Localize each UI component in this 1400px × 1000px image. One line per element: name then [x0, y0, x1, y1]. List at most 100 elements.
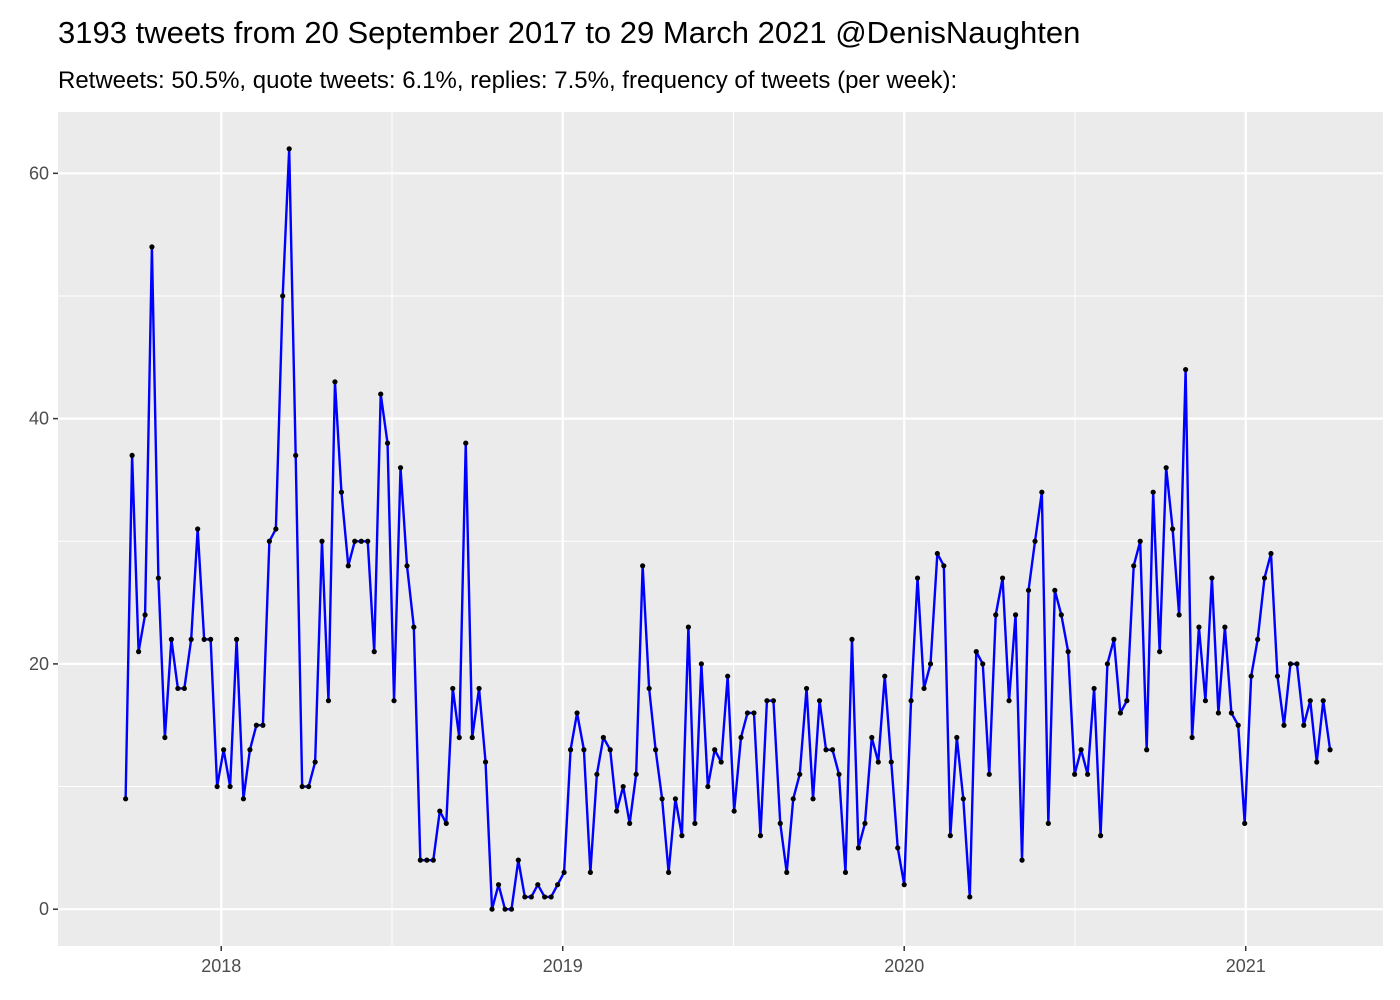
data-point	[653, 747, 659, 753]
data-point	[240, 796, 247, 802]
data-point	[665, 869, 672, 876]
data-point	[685, 624, 691, 630]
data-point	[266, 538, 272, 544]
data-point	[731, 808, 737, 814]
data-point	[679, 833, 685, 839]
data-point	[522, 894, 528, 900]
data-point	[914, 575, 921, 581]
data-point	[993, 612, 999, 618]
data-point	[201, 636, 207, 642]
data-point	[417, 857, 423, 863]
data-point	[1327, 747, 1333, 753]
chart-title: 3193 tweets from 20 September 2017 to 29…	[58, 15, 1080, 50]
data-point	[168, 636, 174, 642]
data-point	[378, 391, 384, 397]
data-point	[954, 734, 960, 741]
data-point	[947, 833, 953, 839]
data-point	[718, 759, 724, 765]
data-point	[587, 869, 593, 876]
data-point	[1072, 771, 1078, 777]
data-point	[738, 734, 744, 741]
data-point	[633, 771, 639, 777]
data-point	[784, 869, 790, 876]
data-point	[535, 882, 541, 888]
data-point	[1157, 649, 1163, 655]
data-point	[803, 685, 810, 692]
data-point	[744, 710, 751, 716]
data-point	[1117, 710, 1123, 716]
data-point	[181, 685, 187, 692]
data-point	[908, 698, 914, 704]
data-point	[999, 575, 1006, 581]
data-point	[542, 894, 548, 900]
data-point	[561, 869, 567, 876]
data-point	[1058, 612, 1064, 618]
data-point	[476, 685, 482, 692]
data-point	[371, 649, 377, 655]
data-point	[352, 538, 358, 544]
data-point	[555, 882, 561, 888]
data-point	[640, 563, 646, 569]
data-point	[411, 624, 417, 630]
data-point	[1209, 575, 1215, 581]
data-point	[672, 796, 679, 802]
data-point	[293, 452, 299, 459]
data-point	[299, 783, 305, 790]
data-point	[1215, 710, 1221, 716]
data-point	[607, 747, 613, 753]
data-point	[567, 747, 574, 753]
data-point	[1320, 698, 1326, 704]
data-point	[901, 882, 907, 888]
data-point	[1150, 489, 1156, 495]
data-point	[1065, 649, 1071, 655]
data-point	[823, 747, 829, 753]
data-point	[1274, 673, 1281, 679]
data-point	[129, 452, 135, 459]
data-point	[195, 526, 201, 532]
data-point	[1268, 550, 1274, 557]
data-point	[312, 759, 318, 765]
data-point	[188, 636, 194, 642]
data-point	[941, 563, 947, 569]
data-point	[705, 783, 711, 790]
data-point	[306, 783, 312, 790]
data-point	[882, 673, 888, 679]
data-point	[627, 820, 633, 826]
data-point	[515, 857, 521, 863]
data-point	[1131, 563, 1137, 569]
data-point	[770, 698, 777, 704]
data-point	[1144, 747, 1150, 753]
data-point	[934, 550, 940, 557]
data-point	[404, 563, 410, 569]
data-point	[581, 747, 587, 753]
data-point	[175, 685, 181, 692]
x-tick-label: 2021	[1226, 956, 1266, 976]
data-point	[751, 710, 757, 716]
data-point	[967, 894, 973, 900]
data-point	[1222, 624, 1228, 630]
data-point	[980, 661, 986, 667]
data-point	[1183, 366, 1189, 373]
plot-panel	[58, 112, 1383, 946]
data-point	[489, 906, 495, 912]
data-point	[1261, 575, 1268, 581]
data-point	[1314, 759, 1320, 765]
data-point	[1052, 587, 1058, 593]
data-point	[646, 685, 652, 692]
data-point	[227, 783, 233, 790]
data-point	[1242, 820, 1248, 826]
data-point	[960, 796, 966, 802]
data-point	[1032, 538, 1038, 544]
data-point	[1039, 489, 1045, 495]
data-point	[247, 747, 253, 753]
data-point	[855, 845, 862, 851]
y-tick-label: 60	[29, 163, 49, 183]
data-point	[463, 440, 469, 446]
data-point	[424, 857, 430, 863]
data-point	[1085, 771, 1091, 777]
data-point	[325, 698, 332, 704]
data-point	[1012, 612, 1019, 618]
data-point	[1137, 538, 1143, 544]
data-point	[1235, 722, 1241, 728]
